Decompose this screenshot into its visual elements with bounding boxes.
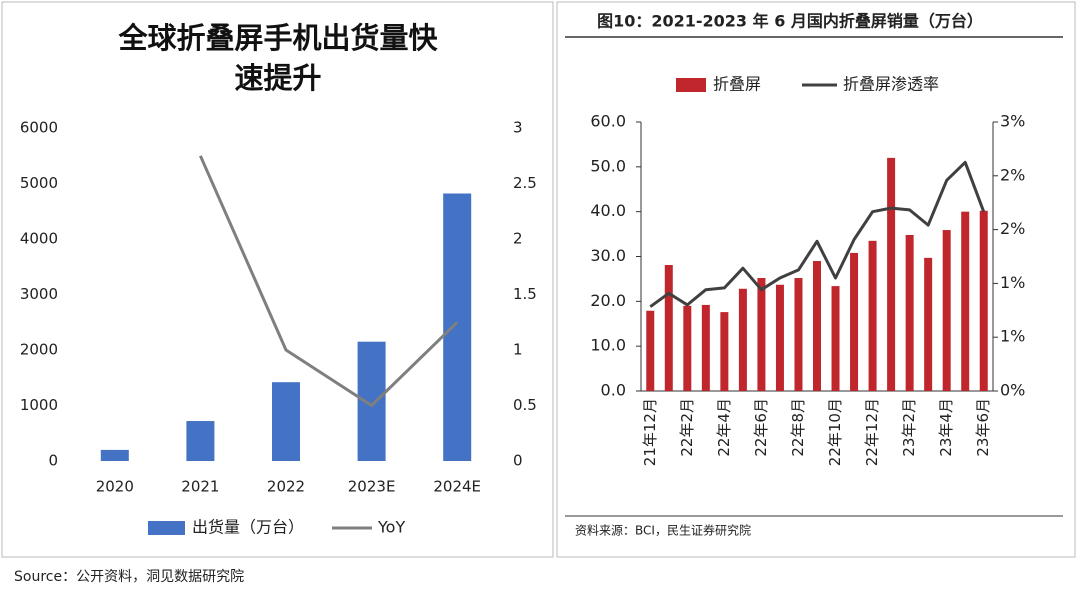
y2-tick-label: 1% [1000, 273, 1025, 292]
bar [443, 193, 472, 462]
x-tick-label: 23年2月 [900, 398, 918, 457]
x-tick-label: 21年12月 [641, 398, 659, 466]
source-note: 资料来源：BCI，民生证券研究院 [575, 523, 751, 538]
bar [831, 286, 840, 391]
chart-title: 全球折叠屏手机出货量快速提升 [118, 21, 438, 95]
bar [100, 449, 129, 461]
y-tick-label: 5000 [20, 174, 58, 192]
bar [701, 304, 710, 391]
legend-swatch [148, 521, 185, 535]
bar [272, 382, 300, 461]
y-tick-label: 1000 [20, 396, 58, 414]
y-tick-label: 2000 [20, 341, 58, 359]
bar [942, 230, 951, 391]
chart-title: 图10：2021-2023 年 6 月国内折叠屏销量（万台） [597, 12, 983, 31]
legend-swatch [676, 78, 706, 92]
y2-tick-label: 2.5 [513, 174, 537, 192]
x-tick-label: 22年8月 [789, 398, 807, 457]
bar [979, 210, 988, 391]
y2-tick-label: 2% [1000, 219, 1025, 238]
bar [813, 260, 821, 391]
line [649, 160, 986, 308]
x-tick-label: 22年12月 [863, 398, 881, 466]
bar [924, 257, 933, 391]
y2-tick-label: 3 [513, 119, 523, 137]
x-tick-label: 22年4月 [715, 398, 733, 457]
y2-tick-label: 0% [1000, 381, 1025, 400]
x-tick-label: 2024E [433, 478, 481, 496]
bar [757, 278, 766, 391]
y-tick-label: 10.0 [590, 336, 626, 355]
y2-tick-label: 2 [513, 230, 523, 248]
y-tick-label: 30.0 [590, 246, 626, 265]
bar [720, 312, 729, 391]
right-panel [556, 1, 1076, 558]
y-tick-label: 6000 [20, 119, 58, 137]
y-tick-label: 3000 [20, 285, 58, 303]
y2-tick-label: 2% [1000, 165, 1025, 184]
legend-label: 折叠屏渗透率 [843, 75, 939, 94]
y-tick-label: 50.0 [590, 156, 626, 175]
y2-tick-label: 0.5 [513, 396, 537, 414]
y-tick-label: 0.0 [601, 381, 626, 400]
y2-tick-label: 1 [513, 341, 523, 359]
bar [887, 157, 896, 391]
y-tick-label: 60.0 [590, 112, 626, 131]
bar [646, 310, 655, 391]
legend-label: YoY [377, 518, 405, 537]
x-tick-label: 2023E [348, 478, 396, 496]
y2-tick-label: 0 [513, 452, 523, 470]
bar [186, 421, 215, 461]
bar [850, 252, 859, 391]
y2-tick-label: 3% [1000, 112, 1025, 131]
x-tick-label: 23年6月 [974, 398, 992, 457]
x-tick-label: 2020 [96, 478, 134, 496]
x-tick-label: 2021 [181, 478, 219, 496]
bar [961, 211, 970, 391]
bar [905, 234, 914, 391]
y-tick-label: 0 [48, 452, 58, 470]
bar [738, 288, 747, 391]
bar [664, 265, 673, 391]
bar [868, 240, 877, 391]
y-tick-label: 20.0 [590, 291, 626, 310]
x-tick-label: 23年4月 [937, 398, 955, 457]
page-source: Source：公开资料，洞见数据研究院 [14, 569, 244, 585]
x-tick-label: 2022 [267, 478, 305, 496]
left-panel [1, 1, 554, 558]
y2-tick-label: 1.5 [513, 285, 537, 303]
y2-tick-label: 1% [1000, 327, 1025, 346]
legend-label: 出货量（万台） [192, 518, 304, 537]
bar [794, 278, 803, 391]
legend-label: 折叠屏 [713, 75, 761, 94]
bar [357, 341, 386, 461]
bar [775, 284, 784, 391]
x-tick-label: 22年10月 [826, 398, 844, 466]
line [199, 155, 459, 407]
y-tick-label: 40.0 [590, 201, 626, 220]
bar [683, 305, 692, 391]
x-tick-label: 22年6月 [752, 398, 770, 457]
x-tick-label: 22年2月 [678, 398, 696, 457]
y-tick-label: 4000 [20, 230, 58, 248]
